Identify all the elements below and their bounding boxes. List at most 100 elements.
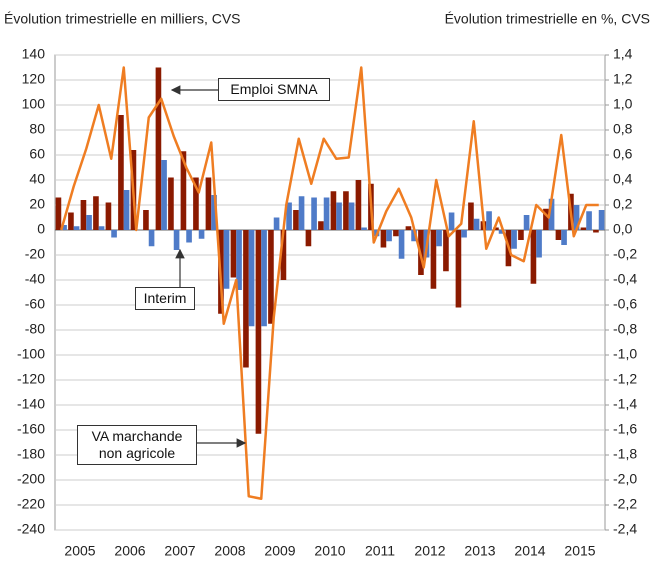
bar: [336, 202, 342, 230]
bar: [380, 230, 387, 248]
y2-tick-label: -1,8: [613, 446, 637, 462]
bar: [411, 230, 417, 242]
bar: [93, 196, 99, 230]
bar: [68, 212, 74, 230]
y-tick-label: 20: [29, 196, 45, 212]
bar: [230, 230, 237, 278]
bar: [73, 226, 80, 230]
bar: [173, 230, 180, 250]
bar: [273, 217, 280, 230]
bar: [148, 230, 155, 247]
y-tick-label: 60: [29, 146, 45, 162]
bar: [223, 230, 230, 289]
y-tick-label: -160: [17, 421, 45, 437]
bar: [593, 230, 599, 233]
y-tick-label: 80: [29, 121, 45, 137]
bar: [248, 230, 255, 327]
y-tick-label: -140: [17, 396, 45, 412]
y-tick-label: -200: [17, 471, 45, 487]
y-axis-title: Évolution trimestrielle en milliers, CVS: [4, 11, 241, 27]
bar: [455, 230, 462, 308]
bar: [361, 227, 367, 230]
y2-tick-label: 0,6: [613, 146, 633, 162]
bar: [80, 200, 87, 230]
legend-label: VA marchande non agricole: [77, 425, 197, 465]
y2-tick-label: -1,6: [613, 421, 637, 437]
bar: [493, 227, 499, 230]
bar: [393, 230, 399, 237]
bar: [573, 205, 580, 230]
bar: [405, 226, 412, 230]
bar: [255, 230, 262, 434]
bar: [193, 177, 199, 230]
bar: [518, 230, 524, 240]
x-tick-label: 2007: [164, 543, 195, 559]
bar: [580, 227, 587, 230]
y2-tick-label: -1,2: [613, 371, 637, 387]
y2-axis-title: Évolution trimestrielle en %, CVS: [445, 11, 650, 27]
bar: [280, 230, 287, 280]
y-tick-label: -80: [25, 321, 45, 337]
bar: [543, 208, 549, 230]
x-tick-label: 2014: [514, 543, 545, 559]
bar: [430, 230, 437, 289]
y2-tick-label: -0,2: [613, 246, 637, 262]
y-tick-label: -60: [25, 296, 45, 312]
bar: [143, 210, 149, 230]
bar: [298, 196, 305, 230]
bar: [443, 230, 449, 272]
y-tick-label: 40: [29, 171, 45, 187]
y2-tick-label: -0,8: [613, 321, 637, 337]
bar: [555, 230, 562, 240]
bar: [436, 230, 442, 247]
bar: [286, 202, 292, 230]
bar: [343, 191, 349, 230]
bar: [268, 230, 274, 324]
bar: [98, 226, 105, 230]
bar: [511, 230, 517, 249]
y-tick-label: -100: [17, 346, 45, 362]
y-tick-label: -40: [25, 271, 45, 287]
y2-tick-label: 0,8: [613, 121, 633, 137]
bar: [305, 230, 312, 247]
bar: [318, 221, 324, 230]
bar: [205, 177, 212, 230]
y-tick-label: -120: [17, 371, 45, 387]
bar: [323, 197, 330, 230]
bar: [55, 197, 62, 230]
bar: [211, 195, 217, 230]
bar: [118, 115, 124, 230]
y-tick-label: 100: [22, 96, 46, 112]
y-tick-label: -240: [17, 521, 45, 537]
bar: [111, 230, 117, 238]
y2-tick-label: -1,0: [613, 346, 637, 362]
x-tick-label: 2008: [214, 543, 245, 559]
bar: [186, 230, 192, 243]
y2-tick-label: 0,0: [613, 221, 633, 237]
x-tick-label: 2012: [414, 543, 445, 559]
bar: [330, 191, 337, 230]
x-tick-label: 2006: [114, 543, 145, 559]
y2-tick-label: 0,2: [613, 196, 633, 212]
bar: [355, 180, 362, 230]
y2-tick-label: 1,2: [613, 71, 633, 87]
bar: [468, 202, 474, 230]
bar: [123, 190, 130, 230]
y2-tick-label: -2,2: [613, 496, 637, 512]
bar: [180, 151, 187, 230]
x-tick-label: 2015: [564, 543, 595, 559]
bar: [236, 230, 242, 290]
bar: [155, 67, 162, 230]
bar: [311, 197, 317, 230]
y2-tick-label: -2,4: [613, 521, 637, 537]
bar: [198, 230, 205, 239]
bar: [448, 212, 455, 230]
y2-tick-label: -0,4: [613, 271, 637, 287]
line: [60, 66, 599, 500]
y2-tick-label: -0,6: [613, 296, 637, 312]
bar: [86, 215, 92, 230]
bar: [586, 211, 592, 230]
bar: [243, 230, 249, 368]
bar: [530, 230, 537, 284]
y-tick-label: -20: [25, 246, 45, 262]
